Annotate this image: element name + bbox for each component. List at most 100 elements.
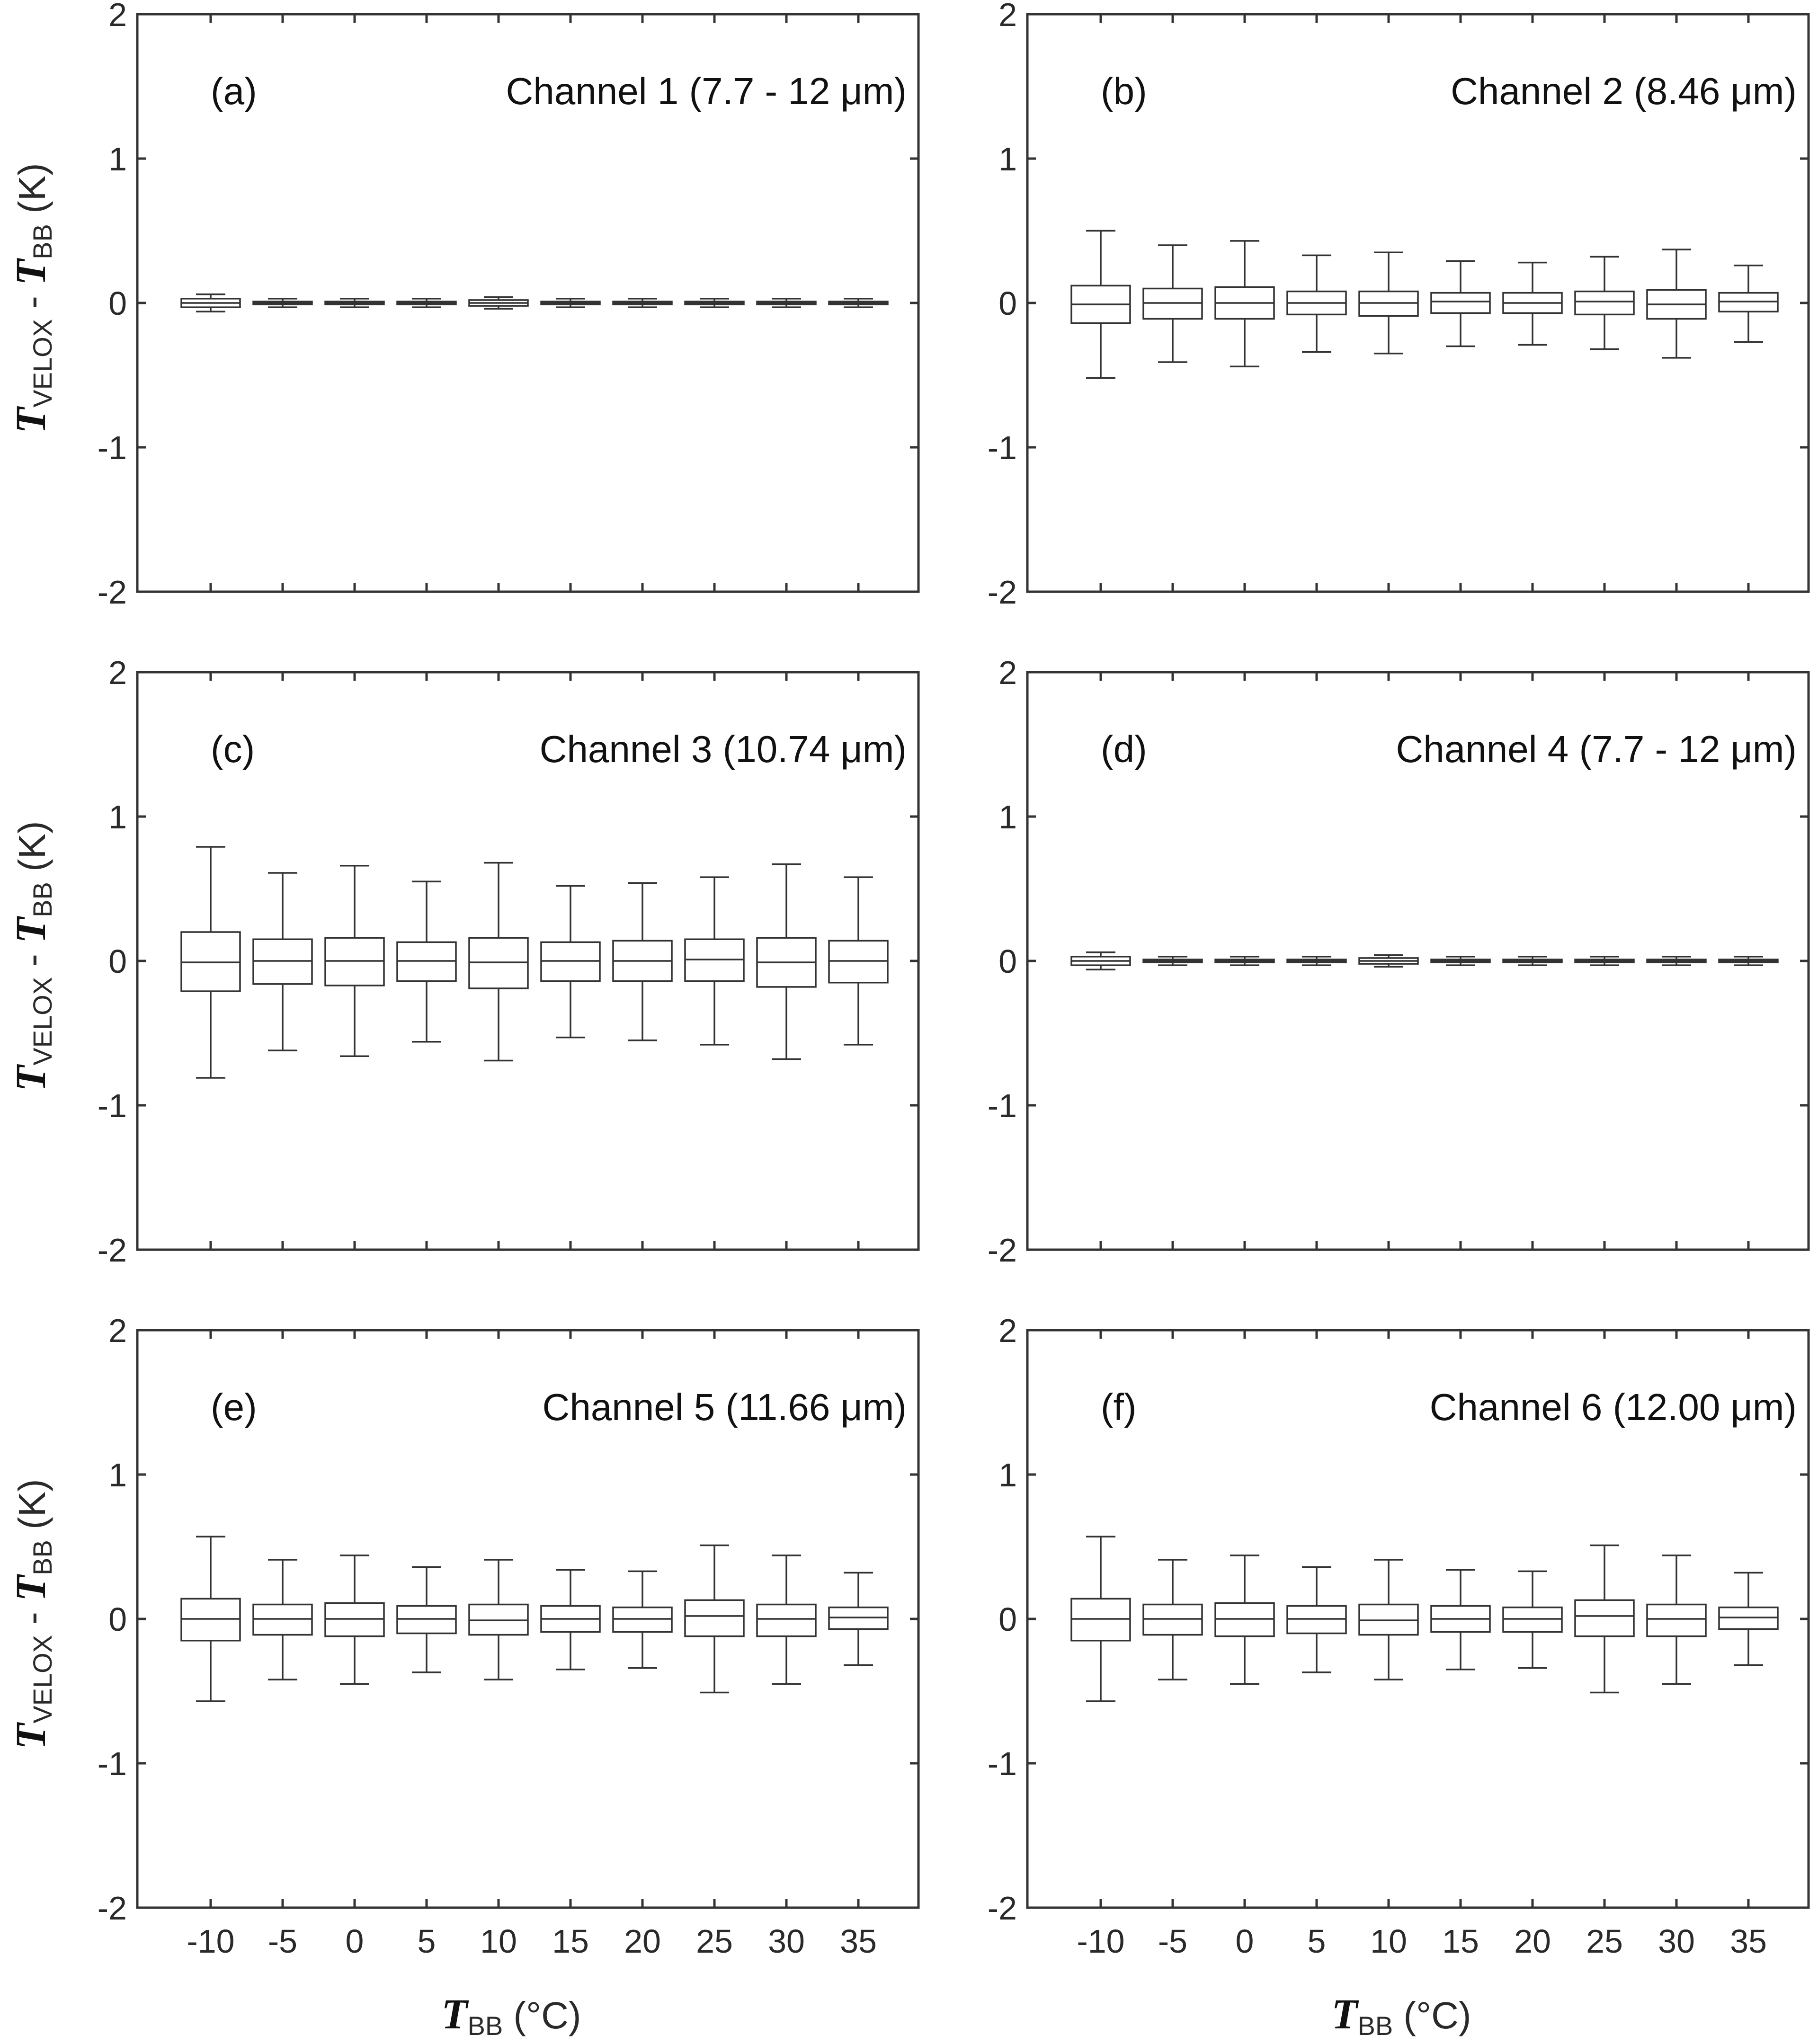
box-item	[1430, 260, 1491, 347]
panel-label: (d)	[1101, 728, 1147, 770]
box-item	[828, 298, 889, 308]
box-item	[1430, 956, 1491, 966]
x-tick-label: 25	[696, 1923, 733, 1960]
box-item	[540, 885, 601, 1039]
y-title-sub2: BB	[27, 224, 57, 259]
y-tick-label: 0	[108, 943, 127, 980]
x-tick-label: 0	[346, 1923, 364, 1960]
y-title-sub2: BB	[27, 882, 57, 917]
box-item	[468, 1559, 529, 1680]
box-item	[1070, 951, 1131, 971]
x-tick-label: -5	[268, 1923, 297, 1960]
y-tick-label: 0	[998, 285, 1017, 322]
y-title-t2: T	[8, 1574, 54, 1601]
box-item	[468, 862, 529, 1062]
x-tick-label: 0	[1236, 1923, 1254, 1960]
y-title-sub1: VELOX	[27, 319, 57, 408]
y-axis-title-row2: TVELOX - TBB (K)	[8, 821, 57, 1091]
box-item	[1142, 956, 1203, 966]
box-item	[252, 872, 313, 1051]
y-tick-label: -2	[98, 1890, 127, 1927]
y-tick-label: -2	[98, 574, 127, 611]
box-item	[1358, 251, 1419, 355]
box-item	[1574, 1544, 1635, 1694]
y-tick-label: 2	[998, 654, 1017, 691]
y-title-t1: T	[8, 1064, 54, 1092]
box-item	[252, 298, 313, 308]
panel-title: Channel 2 (8.46 μm)	[1451, 70, 1797, 112]
box-item	[396, 298, 457, 308]
y-tick-label: -1	[988, 1745, 1017, 1782]
y-tick-label: 0	[998, 943, 1017, 980]
box-item	[1646, 1555, 1707, 1685]
box-iqr	[1574, 290, 1635, 316]
box-item	[1070, 1536, 1131, 1702]
box-item	[1286, 254, 1347, 353]
x-tick-label: 35	[1730, 1923, 1767, 1960]
box-item	[1286, 956, 1347, 966]
box-item	[1718, 264, 1779, 343]
y-title-sub2: BB	[27, 1540, 57, 1575]
x-tick-label: 5	[418, 1923, 436, 1960]
x-tick-label: 5	[1308, 1923, 1326, 1960]
box-item	[1142, 1559, 1203, 1680]
y-tick-label: -1	[98, 1087, 127, 1124]
x-tick-label: 35	[840, 1923, 877, 1960]
y-tick-label: -1	[988, 429, 1017, 466]
box-iqr	[1646, 1603, 1707, 1637]
box-item	[1574, 256, 1635, 350]
box-item	[252, 1559, 313, 1680]
panel-c: 2 1 0 -1 -2 (c) Channel 3 (10.74 μm)	[98, 654, 920, 1269]
y-title-t2: T	[8, 916, 54, 943]
box-iqr	[1430, 292, 1491, 314]
box-item	[396, 1566, 457, 1673]
box-item	[1358, 1559, 1419, 1680]
box-item	[468, 296, 529, 310]
y-tick-label: 1	[998, 1457, 1017, 1493]
y-tick-label: 0	[998, 1601, 1017, 1638]
y-tick-label: 1	[108, 141, 127, 178]
panel-label: (b)	[1101, 70, 1147, 112]
x-title-main: T	[442, 1991, 469, 2038]
y-tick-label: 2	[108, 654, 127, 691]
box-item	[1646, 956, 1707, 966]
box-item	[1214, 1555, 1275, 1685]
x-axis-title-left: TBB (°C)	[442, 1991, 581, 2041]
y-tick-label: -1	[98, 429, 127, 466]
y-title-t1: T	[8, 1722, 54, 1750]
box-item	[324, 1555, 385, 1685]
y-tick-label: 0	[108, 1601, 127, 1638]
y-tick-label: 1	[998, 799, 1017, 835]
y-title-unit: (K)	[11, 163, 53, 224]
y-axis-title-row3: TVELOX - TBB (K)	[8, 1479, 57, 1749]
box-item	[756, 298, 817, 308]
box-item	[1430, 1569, 1491, 1671]
panel-title: Channel 3 (10.74 μm)	[540, 728, 907, 770]
x-tick-label: 15	[1442, 1923, 1479, 1960]
y-title-mid: -	[11, 943, 53, 977]
box-item	[612, 298, 673, 308]
panel-e: 210-1-2-10 -5 0 5 10 15 20 25 30 35(e) Channel 5 (…	[98, 1312, 920, 1960]
box-item	[1574, 956, 1635, 966]
box-iqr	[1574, 1599, 1635, 1637]
x-tick-label: -10	[187, 1923, 234, 1960]
x-tick-label: 15	[552, 1923, 589, 1960]
y-tick-label: 2	[998, 1312, 1017, 1349]
box-item	[180, 293, 241, 313]
box-item	[1070, 230, 1131, 379]
box-item	[756, 863, 817, 1060]
y-axis-title-row1: TVELOX - TBB (K)	[8, 163, 57, 433]
x-title-main: T	[1332, 1991, 1359, 2038]
y-tick-label: 2	[998, 0, 1017, 33]
panel-b: 2 1 0 -1 -2 (b) Channel 2 (8.46 μm)	[988, 0, 1810, 611]
y-title-unit: (K)	[11, 1479, 53, 1540]
x-tick-label: 10	[1370, 1923, 1407, 1960]
x-axis-title-right: TBB (°C)	[1332, 1991, 1471, 2041]
panel-d: 2 1 0 -1 -2 (d) Channel 4 (7.7 - 12 μm)	[988, 654, 1810, 1269]
x-tick-label: 30	[768, 1923, 805, 1960]
y-tick-label: 2	[108, 0, 127, 33]
y-title-sub1: VELOX	[27, 1635, 57, 1724]
box-item	[1718, 1572, 1779, 1666]
y-tick-label: 0	[108, 285, 127, 322]
box-item	[396, 880, 457, 1043]
